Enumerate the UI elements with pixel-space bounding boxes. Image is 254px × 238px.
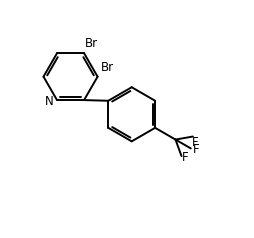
Text: F: F	[192, 136, 198, 149]
Text: Br: Br	[85, 37, 98, 50]
Text: N: N	[45, 95, 54, 108]
Text: Br: Br	[101, 61, 114, 74]
Text: F: F	[182, 151, 189, 164]
Text: F: F	[193, 143, 199, 156]
